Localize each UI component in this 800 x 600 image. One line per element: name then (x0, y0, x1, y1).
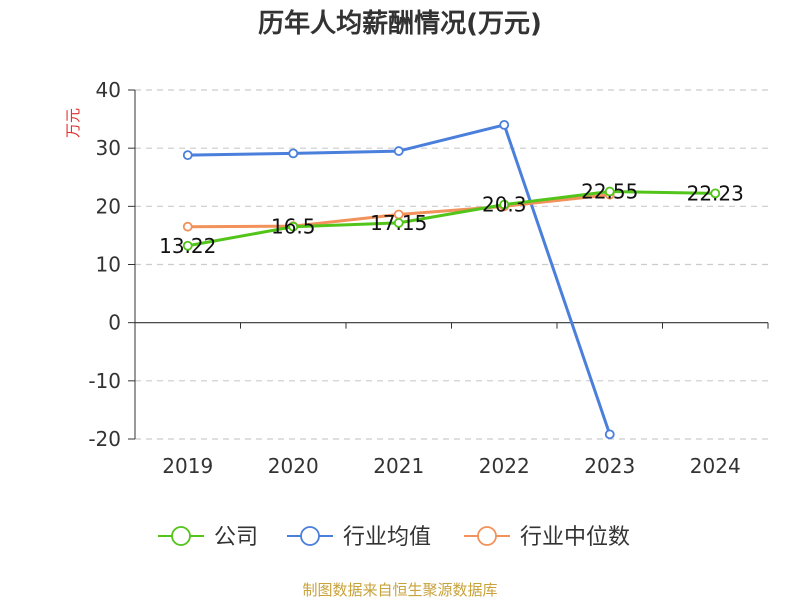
y-tick-label: 30 (96, 136, 121, 160)
data-label: 20.3 (482, 193, 527, 217)
x-tick-label: 2024 (690, 454, 741, 478)
data-point (499, 120, 510, 130)
data-point (393, 218, 404, 228)
x-tick-label: 2021 (373, 454, 424, 478)
data-point (710, 188, 721, 199)
y-tick-label: 20 (96, 194, 121, 218)
x-tick-label: 2019 (162, 454, 213, 478)
data-label: 16.5 (271, 215, 316, 239)
data-label: 22.23 (687, 181, 744, 205)
source-note: 制图数据来自恒生聚源数据库 (302, 581, 497, 599)
series-line (187, 190, 716, 248)
data-point (182, 221, 193, 232)
data-point (499, 199, 510, 210)
legend[interactable]: 公司 行业均值 行业中位数 (158, 525, 630, 550)
y-tick-label: -20 (88, 427, 121, 451)
data-point (604, 186, 615, 197)
y-tick-label: -10 (88, 369, 121, 393)
legend-marker (300, 526, 320, 546)
gridlines (135, 89, 768, 440)
y-tick-label: 10 (96, 253, 121, 277)
x-tick-label: 2023 (584, 454, 635, 478)
x-tick-label: 2022 (479, 454, 530, 478)
y-axis-ticks: 40 30 20 10 0 -10 -20 (88, 78, 136, 451)
legend-marker (477, 526, 497, 546)
series-group (182, 120, 721, 440)
x-tick-label: 2020 (268, 454, 319, 478)
data-point (604, 429, 615, 440)
data-point (182, 150, 193, 161)
data-point (288, 221, 299, 232)
legend-item[interactable]: 行业均值 (287, 525, 431, 550)
y-axis-label: 万元 (64, 108, 82, 138)
data-labels: 13.22 16.5 17.15 20.3 22.55 22.23 (159, 180, 744, 258)
legend-label: 行业中位数 (520, 525, 630, 550)
data-point (182, 240, 193, 251)
y-tick-label: 0 (108, 311, 121, 335)
legend-label: 公司 (214, 525, 258, 550)
legend-item[interactable]: 公司 (158, 525, 258, 550)
data-label: 22.55 (581, 180, 638, 204)
data-label: 13.22 (159, 234, 216, 258)
data-point (393, 146, 404, 156)
legend-marker (171, 526, 191, 546)
legend-item[interactable]: 行业中位数 (464, 525, 630, 550)
data-point (288, 148, 299, 159)
data-label: 17.15 (370, 211, 427, 235)
series-line (187, 123, 612, 435)
x-axis: 2019 2020 2021 2022 2023 2024 (134, 322, 769, 478)
legend-label: 行业均值 (343, 525, 431, 550)
y-tick-label: 40 (96, 78, 121, 102)
chart-title: 历年人均薪酬情况(万元) (258, 8, 542, 39)
